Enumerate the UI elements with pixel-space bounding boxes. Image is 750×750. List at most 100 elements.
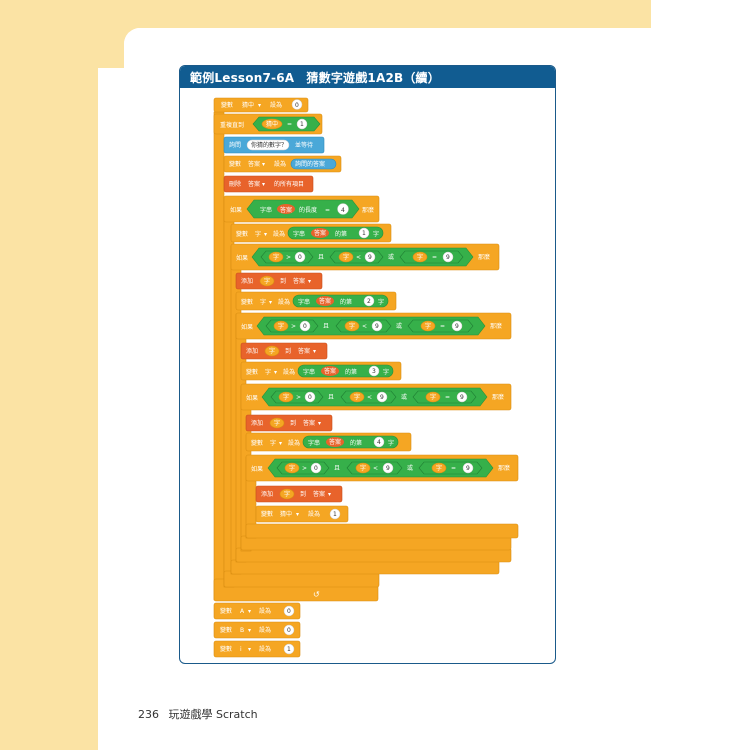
block-set-found-0[interactable]: 變數 猜中 ▾ 設為 0: [213, 97, 309, 113]
svg-text:=: =: [440, 323, 445, 330]
svg-text:>: >: [296, 394, 301, 401]
svg-text:或: 或: [401, 393, 407, 401]
svg-text:<: <: [362, 323, 367, 330]
svg-text:▾: ▾: [313, 348, 316, 355]
svg-text:=: =: [325, 207, 330, 214]
svg-text:1: 1: [362, 230, 366, 237]
svg-text:9: 9: [368, 254, 372, 261]
svg-text:答案: 答案: [324, 367, 336, 375]
svg-text:▾: ▾: [248, 646, 251, 653]
svg-text:猜中: 猜中: [280, 510, 292, 518]
block-if-cond-1[interactable]: 如果 字 > 0 且 字 < 9 或 字 = 9 那麼: [230, 243, 500, 271]
svg-text:且: 且: [318, 254, 324, 261]
block-add-2[interactable]: 添加 字 到 答案 ▾: [240, 342, 328, 360]
svg-text:到: 到: [280, 278, 286, 285]
svg-text:1: 1: [333, 511, 337, 518]
svg-text:▾: ▾: [262, 181, 265, 188]
svg-text:▾: ▾: [248, 627, 251, 634]
svg-text:字串: 字串: [293, 230, 305, 238]
lesson-example-box: 範例Lesson7-6A 猜數字遊戲1A2B（續） .var{fill:#f5a…: [179, 65, 556, 664]
block-add-3[interactable]: 添加 字 到 答案 ▾: [245, 414, 333, 432]
svg-text:添加: 添加: [251, 419, 263, 427]
svg-text:字: 字: [378, 298, 384, 306]
page-number: 236: [138, 708, 159, 721]
svg-text:字串: 字串: [260, 206, 272, 214]
block-set-i[interactable]: 變數 i ▾ 設為 1: [213, 640, 301, 658]
svg-text:那麼: 那麼: [490, 322, 502, 330]
svg-text:的第: 的第: [340, 298, 352, 306]
svg-text:詢問的答案: 詢問的答案: [295, 160, 325, 168]
book-title: 玩遊戲學 Scratch: [168, 708, 258, 721]
block-if-cond-3[interactable]: 如果 字 > 0 且 字 < 9 或 字 = 9 那麼: [240, 383, 512, 411]
svg-text:▾: ▾: [318, 420, 321, 427]
svg-text:9: 9: [460, 394, 464, 401]
svg-text:到: 到: [290, 420, 296, 427]
svg-text:刪除: 刪除: [229, 180, 241, 188]
svg-text:9: 9: [446, 254, 450, 261]
svg-text:字: 字: [425, 322, 431, 330]
svg-text:0: 0: [308, 394, 312, 401]
svg-text:那麼: 那麼: [478, 253, 490, 261]
svg-text:9: 9: [386, 465, 390, 472]
block-set-char-1[interactable]: 變數 字 ▾ 設為 字串 答案 的第 1 字: [230, 223, 392, 243]
block-set-char-2[interactable]: 變數 字 ▾ 設為 字串 答案 的第 2 字: [235, 291, 397, 311]
control-c-blocks: ↺: [213, 111, 519, 602]
svg-text:答案: 答案: [248, 180, 260, 188]
block-add-1[interactable]: 添加 字 到 答案 ▾: [235, 272, 323, 290]
svg-text:的第: 的第: [335, 230, 347, 238]
svg-text:▾: ▾: [264, 231, 267, 238]
svg-text:或: 或: [407, 464, 413, 472]
svg-text:添加: 添加: [261, 490, 273, 498]
block-set-B[interactable]: 變數 B ▾ 設為 0: [213, 621, 301, 639]
svg-text:字: 字: [289, 464, 295, 472]
page-margin-top: [0, 0, 651, 28]
svg-text:如果: 如果: [246, 394, 258, 402]
block-ask[interactable]: 詢問 你猜的數字？ 並等待: [223, 136, 325, 154]
svg-text:設為: 設為: [259, 626, 271, 634]
svg-text:字: 字: [283, 393, 289, 401]
block-set-found-1[interactable]: 變數 猜中 ▾ 設為 1: [255, 505, 349, 523]
block-delete-all[interactable]: 刪除 答案 ▾ 的所有項目: [223, 175, 314, 193]
block-if-length[interactable]: 如果 字串 答案 的長度 = 4 那麼: [223, 195, 380, 223]
svg-text:字: 字: [373, 230, 379, 238]
block-add-4[interactable]: 添加 字 到 答案 ▾: [255, 485, 343, 503]
block-set-char-4[interactable]: 變數 字 ▾ 設為 字串 答案 的第 4 字: [245, 432, 412, 452]
svg-text:答案: 答案: [280, 206, 292, 214]
svg-text:>: >: [291, 323, 296, 330]
svg-text:▾: ▾: [296, 511, 299, 518]
svg-text:字: 字: [436, 464, 442, 472]
block-if-cond-2[interactable]: 如果 字 > 0 且 字 < 9 或 字 = 9 那麼: [235, 312, 512, 340]
svg-text:變數: 變數: [220, 645, 232, 653]
loop-arrow-icon: ↺: [313, 590, 320, 599]
svg-text:猜中: 猜中: [242, 101, 254, 109]
svg-text:且: 且: [328, 394, 334, 401]
svg-text:如果: 如果: [241, 323, 253, 331]
svg-text:>: >: [302, 465, 307, 472]
svg-text:字串: 字串: [298, 298, 310, 306]
svg-text:字: 字: [360, 464, 366, 472]
block-repeat-until[interactable]: 重複直到 猜中 = 1: [213, 113, 323, 135]
block-set-char-3[interactable]: 變數 字 ▾ 設為 字串 答案 的第 3 字: [240, 361, 402, 381]
svg-text:9: 9: [380, 394, 384, 401]
block-set-answer[interactable]: 變數 答案 ▾ 設為 詢問的答案: [223, 155, 342, 173]
svg-text:且: 且: [334, 465, 340, 472]
svg-text:答案: 答案: [248, 160, 260, 168]
svg-text:4: 4: [341, 207, 345, 214]
svg-text:重複直到: 重複直到: [220, 121, 244, 129]
svg-text:字串: 字串: [303, 368, 315, 376]
svg-text:▾: ▾: [308, 278, 311, 285]
svg-text:3: 3: [372, 368, 376, 375]
svg-text:▾: ▾: [328, 491, 331, 498]
svg-text:字: 字: [383, 368, 389, 376]
svg-text:0: 0: [295, 102, 299, 109]
svg-text:設為: 設為: [278, 298, 290, 306]
svg-text:▾: ▾: [258, 102, 261, 109]
block-if-cond-4[interactable]: 如果 字 > 0 且 字 < 9 或 字 = 9 那麼: [245, 454, 519, 482]
svg-text:答案: 答案: [319, 297, 331, 305]
block-set-A[interactable]: 變數 A ▾ 設為 0: [213, 602, 301, 620]
svg-text:設為: 設為: [288, 439, 300, 447]
svg-text:添加: 添加: [246, 347, 258, 355]
svg-text:變數: 變數: [220, 626, 232, 634]
page-margin-left: [0, 0, 98, 750]
svg-text:=: =: [451, 465, 456, 472]
